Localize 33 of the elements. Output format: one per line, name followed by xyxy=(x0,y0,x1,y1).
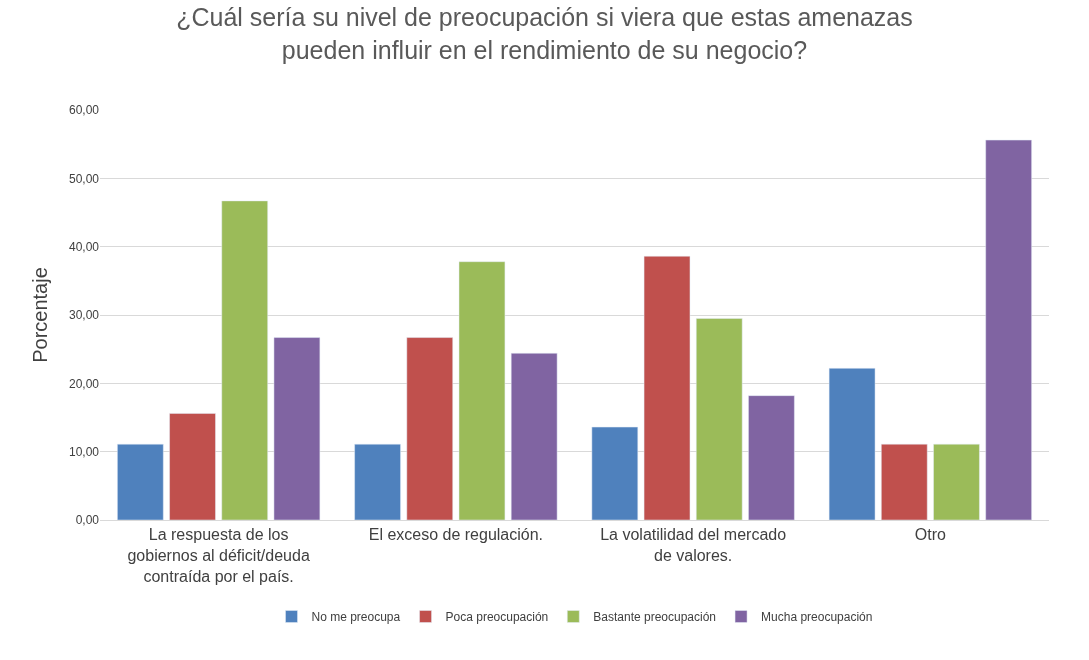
y-tick-label: 40,00 xyxy=(68,239,100,254)
bar xyxy=(354,443,401,520)
y-tick-label: 50,00 xyxy=(68,171,100,186)
y-tick-label: 30,00 xyxy=(68,308,100,323)
bar xyxy=(643,255,691,520)
x-tick-label: Otro xyxy=(914,526,947,544)
y-tick-label: 10,00 xyxy=(68,444,100,459)
chart-title: ¿Cuál sería su nivel de preocupación si viera que estas amenazas pueden influir en el rendimiento de su negocio? xyxy=(176,3,913,64)
legend-label: Mucha preocupación xyxy=(761,610,873,625)
legend-label: No me preocupa xyxy=(311,610,401,625)
legend-label: Bastante preocupación xyxy=(593,610,717,625)
bar xyxy=(933,443,980,520)
bar xyxy=(117,443,164,520)
x-tick-label: La respuesta de los gobiernos al déficit/deuda contraída por el país. xyxy=(127,526,310,585)
bar xyxy=(406,337,453,520)
bar xyxy=(510,353,558,520)
bar xyxy=(591,426,639,520)
bar xyxy=(458,261,506,520)
y-tick-label: 0,00 xyxy=(75,513,100,528)
bar xyxy=(985,139,1032,520)
bar xyxy=(881,443,928,520)
bar xyxy=(696,318,743,520)
bar xyxy=(273,337,321,520)
y-tick-label: 60,00 xyxy=(68,103,100,118)
y-axis-title: Porcentaje xyxy=(29,267,52,363)
bar xyxy=(221,200,268,520)
y-tick-label: 20,00 xyxy=(68,376,100,391)
bar xyxy=(748,395,795,520)
x-tick-label: El exceso de regulación. xyxy=(368,526,544,544)
legend-label: Poca preocupación xyxy=(445,610,549,625)
bar xyxy=(169,413,216,520)
x-tick-label: La volatilidad del mercado de valores. xyxy=(600,526,787,564)
bar xyxy=(828,368,876,520)
